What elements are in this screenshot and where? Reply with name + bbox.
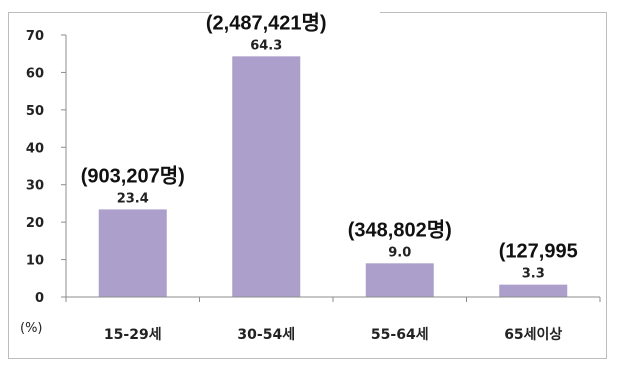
value-label: 64.3	[250, 38, 282, 53]
count-label: (2,487,421명)	[206, 11, 327, 34]
x-tick-label: 55-64세	[371, 327, 429, 343]
chart-frame	[8, 12, 607, 359]
x-tick-label: 15-29세	[104, 327, 162, 343]
y-tick-label: 70	[26, 29, 44, 44]
y-tick-label: 30	[26, 179, 44, 194]
bar	[499, 284, 568, 297]
bar	[232, 56, 301, 297]
bar	[98, 209, 167, 297]
value-label: 3.3	[522, 267, 545, 282]
count-label: (903,207명)	[81, 164, 185, 187]
x-tick-label: 65세이상	[504, 326, 562, 343]
top-header-gap	[210, 4, 380, 24]
count-label: (127,995	[499, 241, 578, 263]
bar	[365, 263, 434, 297]
y-tick-label: 0	[35, 291, 44, 306]
x-axis: 15-29세 30-54세 55-64세 65세이상	[65, 296, 601, 343]
bars	[98, 56, 568, 297]
y-tick-label: 40	[26, 141, 44, 156]
y-axis-unit-label: (%)	[20, 321, 43, 336]
value-label: 23.4	[117, 191, 149, 206]
y-axis: 70 60 50 40 30 20 10 0	[26, 29, 67, 306]
y-tick-label: 20	[26, 216, 44, 231]
y-tick-label: 10	[26, 254, 44, 269]
data-labels: 23.4 (903,207명) 64.3 (2,487,421명) 9.0 (348,80…	[81, 11, 578, 281]
y-tick-label: 60	[26, 66, 44, 81]
y-tick-label: 50	[26, 104, 44, 119]
x-tick-label: 30-54세	[237, 327, 295, 343]
value-label: 9.0	[388, 245, 411, 260]
count-label: (348,802명)	[348, 218, 452, 241]
